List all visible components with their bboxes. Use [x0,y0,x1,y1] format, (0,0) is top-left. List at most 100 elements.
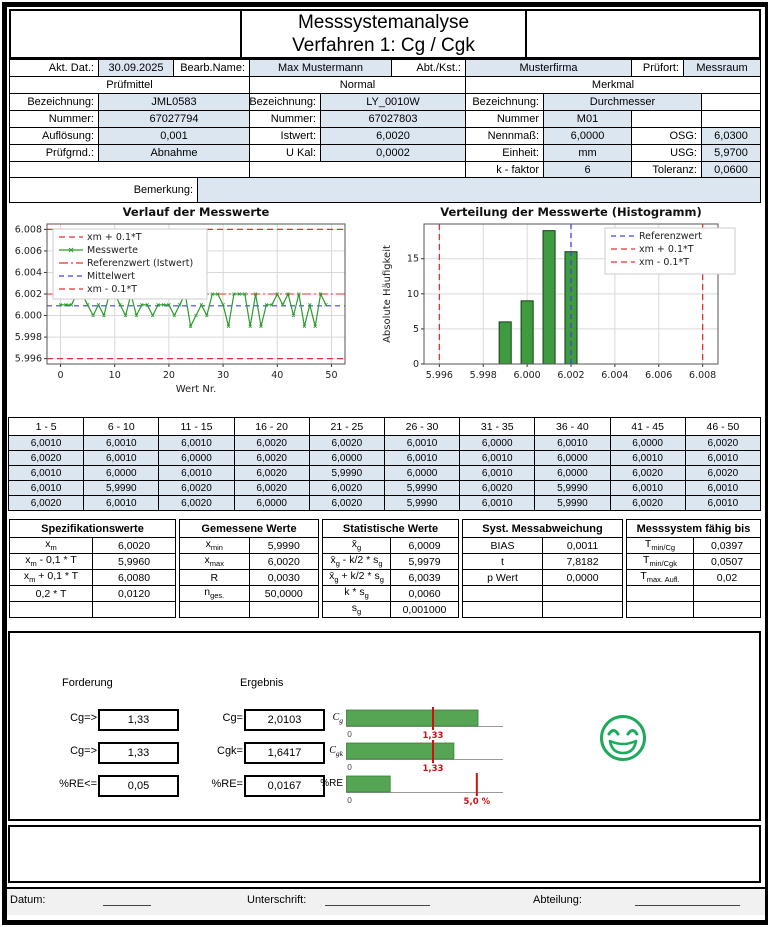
measurement-cell[interactable]: 6,0010 [459,450,536,466]
measurement-cell[interactable]: 6,0000 [383,465,461,481]
svg-text:5.998: 5.998 [470,370,497,381]
einheit-value[interactable]: mm [543,144,632,162]
measurement-cell[interactable]: 6,0010 [684,450,762,466]
stats-label: p Wert [462,569,543,586]
normal-nummer-value[interactable]: 67027803 [320,110,466,128]
measurement-cell[interactable]: 6,0010 [383,450,461,466]
measurement-cell[interactable]: 6,0010 [83,495,160,511]
measurement-cell[interactable]: 6,0020 [158,495,235,511]
svg-text:5,0 %: 5,0 % [464,797,491,807]
measurement-cell[interactable]: 6,0010 [383,435,461,451]
measurement-cell[interactable]: 6,0000 [609,435,686,451]
measurement-cell[interactable]: 6,0020 [609,495,686,511]
stats-value: 6,0020 [248,553,319,570]
measurement-cell[interactable]: 6,0010 [534,435,611,451]
measurement-cell[interactable]: 6,0010 [83,450,160,466]
measurement-cell[interactable]: 5,9990 [383,480,461,496]
requirement-value-box[interactable]: 1,33 [98,742,179,764]
measurement-cell[interactable]: 6,0010 [459,495,536,511]
merkmal-nummer-value[interactable]: M01 [543,110,632,128]
merkmal-bezeichnung-value[interactable]: Durchmesser [543,93,702,111]
measurement-cell[interactable]: 6,0000 [158,450,235,466]
measurement-cell[interactable]: 6,0010 [684,480,762,496]
measurement-cell[interactable]: 6,0020 [308,435,385,451]
svg-text:0: 0 [413,359,419,370]
result-label: %RE= [211,778,244,790]
pm-bezeichnung-value[interactable]: JML0583 [98,93,250,111]
measurement-cell[interactable]: 5,9990 [83,480,160,496]
osg-value[interactable]: 6,0300 [701,127,761,145]
datum-signature-line[interactable] [103,892,151,906]
svg-text:Verlauf der Messwerte: Verlauf der Messwerte [123,205,270,219]
measurement-cell[interactable]: 6,0020 [459,480,536,496]
abteilung-signature-line[interactable] [635,892,740,906]
k-faktor-value[interactable]: 6 [543,161,632,178]
measurement-cell[interactable]: 6,0020 [684,435,762,451]
measurement-cell[interactable]: 6,0010 [158,465,235,481]
usg-value[interactable]: 5,9700 [701,144,761,162]
u-kal-value[interactable]: 0,0002 [320,144,466,162]
measurement-cell[interactable]: 6,0010 [609,480,686,496]
measurement-cell[interactable]: 6,0020 [684,465,762,481]
measurement-cell[interactable]: 6,0010 [609,450,686,466]
measurement-cell[interactable]: 6,0000 [534,450,611,466]
measurement-cell[interactable]: 6,0010 [7,480,85,496]
measurement-cell[interactable]: 6,0010 [684,495,762,511]
measurement-cell[interactable]: 6,0000 [534,465,611,481]
nennmass-value[interactable]: 6,0000 [543,127,632,145]
stats-row: nges. 50,0000 [179,585,319,602]
result-value-box[interactable]: 2,0103 [244,709,325,731]
result-value-box[interactable]: 0,0167 [244,775,325,797]
svg-text:6.008: 6.008 [689,370,716,381]
result-label: Cg= [222,712,244,724]
measurement-row: 6,0010 5,9990 6,0020 6,0020 6,0020 5,9990 6,00… [7,480,762,496]
requirement-label: Cg=> [70,745,97,757]
measurement-cell[interactable]: 6,0020 [158,480,235,496]
stats-value: 0,0507 [693,553,761,570]
page-title-line1: Messsystemanalyse [297,11,470,33]
measurement-cell[interactable]: 5,9990 [383,495,461,511]
measurement-cell[interactable]: 6,0020 [308,495,385,511]
measurement-cell[interactable]: 6,0000 [308,450,385,466]
stats-row: t 7,8182 [462,553,623,570]
measurement-cell[interactable]: 5,9990 [534,495,611,511]
measurement-cell[interactable]: 6,0020 [233,465,310,481]
akt-dat-value[interactable]: 30.09.2025 [98,59,174,77]
measurement-cell[interactable]: 6,0010 [158,435,235,451]
measurement-cell[interactable]: 6,0000 [233,495,310,511]
bemerkung-value[interactable] [197,177,761,203]
abt-kst-value[interactable]: Musterfirma [465,59,632,77]
requirement-value-box[interactable]: 0,05 [98,775,179,797]
measurement-cell[interactable]: 6,0010 [7,435,85,451]
stats-row [626,585,761,602]
measurement-cell[interactable]: 6,0010 [7,465,85,481]
measurement-cell[interactable]: 5,9990 [534,480,611,496]
measurement-cell[interactable]: 6,0020 [308,480,385,496]
measurement-cell[interactable]: 6,0010 [459,465,536,481]
pruefort-value[interactable]: Messraum [683,59,761,77]
measurement-cell[interactable]: 6,0020 [233,435,310,451]
unterschrift-signature-line[interactable] [325,892,430,906]
pm-nummer-value[interactable]: 67027794 [98,110,250,128]
istwert-value[interactable]: 6,0020 [320,127,466,145]
measurement-cell[interactable]: 6,0000 [83,465,160,481]
measurement-cell[interactable]: 6,0020 [609,465,686,481]
normal-bezeichnung-value[interactable]: LY_0010W [320,93,466,111]
stats-value: 0,0060 [390,585,459,602]
toleranz-value[interactable]: 0,0600 [701,161,761,178]
bearb-name-value[interactable]: Max Mustermann [249,59,392,77]
aufloesung-value[interactable]: 0,001 [98,127,250,145]
svg-text:5.998: 5.998 [15,332,42,343]
measurement-cell[interactable]: 6,0010 [83,435,160,451]
svg-text:6.004: 6.004 [15,267,42,278]
measurement-cell[interactable]: 6,0020 [7,450,85,466]
measurement-cell[interactable]: 6,0000 [459,435,536,451]
requirement-value-box[interactable]: 1,33 [98,709,179,731]
result-value-box[interactable]: 1,6417 [244,742,325,764]
stats-table: Messsystem fähig bis Tmin/Cg 0,0397 Tmin/Cg… [626,519,761,618]
pruefgrund-value[interactable]: Abnahme [98,144,250,162]
measurement-cell[interactable]: 5,9990 [308,465,385,481]
measurement-cell[interactable]: 6,0020 [233,450,310,466]
measurement-cell[interactable]: 6,0020 [7,495,85,511]
measurement-cell[interactable]: 6,0020 [233,480,310,496]
